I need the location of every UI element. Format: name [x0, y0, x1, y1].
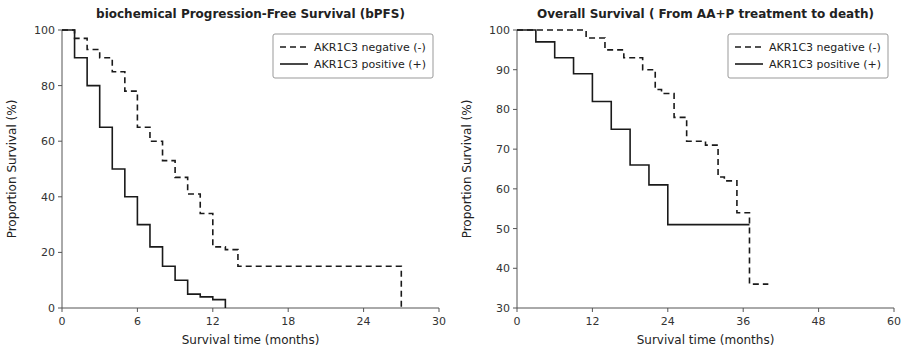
y-tick	[513, 228, 517, 229]
y-tick-label: 60	[41, 135, 55, 148]
y-axis-line	[62, 30, 63, 308]
legend-box	[728, 34, 888, 78]
x-tick	[288, 308, 289, 312]
x-tick-label: 18	[281, 315, 295, 328]
y-tick-label: 100	[34, 24, 55, 37]
x-tick-label: 36	[736, 315, 750, 328]
y-tick-label: 20	[41, 246, 55, 259]
x-tick	[137, 308, 138, 312]
x-axis-label: Survival time (months)	[637, 333, 775, 347]
survival-step-line	[62, 30, 225, 308]
y-tick-label: 30	[496, 302, 510, 315]
legend-box	[273, 34, 433, 78]
x-tick-label: 0	[514, 315, 521, 328]
x-tick	[592, 308, 593, 312]
y-axis-label: Proportion Survival (%)	[460, 100, 474, 239]
y-tick	[513, 109, 517, 110]
y-tick	[58, 308, 62, 309]
legend-label: AKR1C3 negative (-)	[314, 41, 426, 54]
x-tick	[743, 308, 744, 312]
y-tick-label: 90	[496, 64, 510, 77]
y-tick	[513, 30, 517, 31]
x-tick	[517, 308, 518, 312]
figure: 0 6 12 18 24 30 0 20 40 60 80 100 biochemical Progre…	[0, 0, 910, 358]
y-tick	[58, 196, 62, 197]
y-tick	[513, 69, 517, 70]
legend: AKR1C3 negative (-) AKR1C3 positive (+)	[273, 34, 433, 78]
y-tick	[58, 85, 62, 86]
x-axis-label: Survival time (months)	[182, 333, 320, 347]
x-axis-line	[517, 308, 894, 309]
legend-swatch	[735, 46, 763, 48]
title: Overall Survival ( From AA+P treatment t…	[537, 7, 874, 21]
legend-label: AKR1C3 positive (+)	[314, 58, 426, 71]
y-tick-label: 60	[496, 183, 510, 196]
x-tick-label: 0	[59, 315, 66, 328]
title: biochemical Progression-Free Survival (b…	[96, 7, 405, 21]
legend-swatch	[280, 63, 308, 65]
y-axis-label: Proportion Survival (%)	[5, 100, 19, 239]
x-tick	[439, 308, 440, 312]
y-tick	[513, 268, 517, 269]
x-tick-label: 12	[206, 315, 220, 328]
x-tick	[363, 308, 364, 312]
survival-step-line	[517, 30, 749, 225]
y-tick	[513, 149, 517, 150]
legend-label: AKR1C3 positive (+)	[769, 58, 881, 71]
x-tick	[894, 308, 895, 312]
x-tick-label: 24	[661, 315, 675, 328]
x-tick	[62, 308, 63, 312]
x-tick	[212, 308, 213, 312]
legend-swatch	[735, 63, 763, 65]
y-tick-label: 80	[496, 103, 510, 116]
panel: 0 6 12 18 24 30 0 20 40 60 80 100 biochemical Progre…	[5, 7, 446, 347]
y-tick-label: 100	[489, 24, 510, 37]
y-tick	[513, 308, 517, 309]
x-tick-label: 48	[812, 315, 826, 328]
y-tick-label: 70	[496, 143, 510, 156]
x-axis-line	[62, 308, 439, 309]
y-tick-label: 0	[48, 302, 55, 315]
y-axis-line	[517, 30, 518, 308]
legend-swatch	[280, 46, 308, 48]
x-tick-label: 12	[585, 315, 599, 328]
x-tick-label: 24	[357, 315, 371, 328]
legend: AKR1C3 negative (-) AKR1C3 positive (+)	[728, 34, 888, 78]
x-tick-label: 60	[887, 315, 901, 328]
y-tick-label: 40	[496, 262, 510, 275]
x-tick-label: 30	[432, 315, 446, 328]
y-tick	[58, 252, 62, 253]
y-tick-label: 50	[496, 223, 510, 236]
y-tick-label: 40	[41, 191, 55, 204]
panel: 0 12 24 36 48 60 30 40 50 60 70 80 90 100 Overall Surv…	[460, 7, 901, 347]
legend-label: AKR1C3 negative (-)	[769, 41, 881, 54]
y-tick	[58, 141, 62, 142]
y-tick-label: 80	[41, 80, 55, 93]
y-tick	[513, 188, 517, 189]
y-tick	[58, 30, 62, 31]
x-tick	[818, 308, 819, 312]
x-tick-label: 6	[134, 315, 141, 328]
x-tick	[667, 308, 668, 312]
